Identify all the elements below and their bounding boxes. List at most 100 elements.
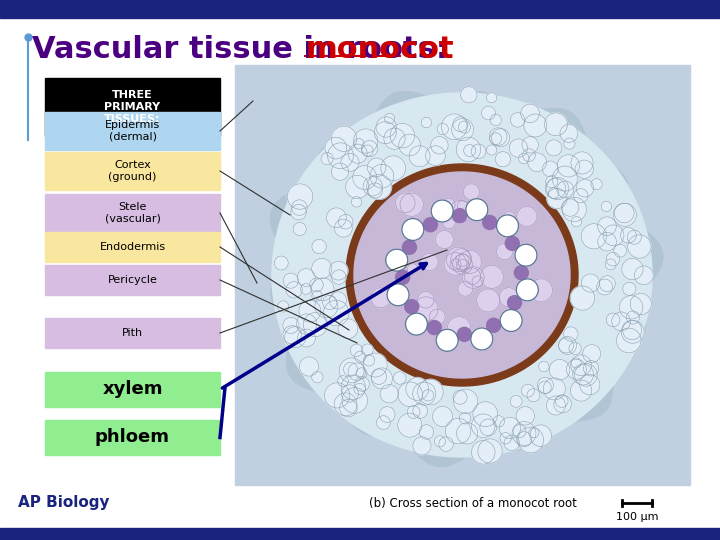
Circle shape [353, 166, 377, 190]
Circle shape [283, 273, 298, 288]
Circle shape [500, 309, 522, 332]
Circle shape [628, 235, 651, 258]
Circle shape [546, 140, 562, 156]
Circle shape [524, 114, 546, 137]
Circle shape [606, 259, 616, 270]
Circle shape [559, 338, 574, 353]
Circle shape [575, 160, 593, 178]
Circle shape [471, 328, 492, 350]
Circle shape [321, 153, 333, 165]
Circle shape [466, 199, 488, 221]
Circle shape [513, 424, 526, 437]
Circle shape [570, 286, 595, 310]
Circle shape [350, 344, 363, 356]
Circle shape [413, 403, 428, 418]
Circle shape [413, 437, 431, 455]
Circle shape [384, 128, 405, 149]
Circle shape [562, 197, 587, 221]
Circle shape [374, 122, 396, 144]
Circle shape [342, 388, 368, 413]
Circle shape [451, 118, 474, 140]
Circle shape [459, 121, 470, 133]
Circle shape [464, 268, 480, 285]
Circle shape [627, 230, 642, 244]
Circle shape [331, 163, 348, 180]
Circle shape [572, 364, 593, 385]
Circle shape [325, 383, 350, 408]
Circle shape [580, 375, 600, 395]
Polygon shape [354, 172, 570, 378]
Circle shape [571, 152, 593, 174]
Circle shape [423, 390, 433, 401]
Circle shape [517, 206, 537, 226]
Circle shape [443, 217, 455, 229]
Circle shape [338, 319, 358, 339]
Circle shape [341, 375, 366, 400]
Bar [45, 372, 220, 407]
Circle shape [329, 261, 348, 280]
Circle shape [398, 382, 423, 407]
Circle shape [544, 113, 567, 136]
Circle shape [559, 336, 577, 354]
Circle shape [626, 311, 639, 324]
Circle shape [312, 259, 332, 279]
Circle shape [522, 137, 539, 153]
Circle shape [457, 327, 472, 341]
Circle shape [408, 264, 418, 274]
Circle shape [418, 292, 434, 308]
Polygon shape [271, 91, 663, 467]
Circle shape [473, 402, 498, 427]
Circle shape [291, 204, 307, 220]
Circle shape [346, 176, 369, 199]
Circle shape [529, 279, 552, 302]
Bar [45, 78, 220, 136]
Circle shape [431, 137, 448, 154]
Circle shape [354, 351, 366, 362]
Circle shape [487, 93, 497, 103]
Bar [235, 65, 690, 485]
Text: 100 μm: 100 μm [616, 512, 658, 522]
Circle shape [286, 282, 302, 298]
Circle shape [478, 439, 502, 463]
Circle shape [613, 203, 636, 226]
Circle shape [528, 428, 539, 438]
Circle shape [616, 328, 641, 353]
Circle shape [363, 177, 382, 196]
Circle shape [444, 253, 467, 275]
Circle shape [370, 164, 394, 188]
Circle shape [546, 396, 565, 415]
Text: phloem: phloem [95, 429, 170, 447]
Circle shape [397, 413, 422, 437]
Circle shape [576, 179, 594, 197]
Text: monocot: monocot [305, 35, 454, 64]
Circle shape [379, 407, 395, 422]
Circle shape [545, 178, 566, 199]
Circle shape [303, 313, 328, 336]
Circle shape [421, 117, 431, 128]
Circle shape [400, 193, 423, 217]
Circle shape [338, 376, 348, 387]
Text: Pith: Pith [122, 328, 143, 338]
Circle shape [523, 148, 536, 161]
Circle shape [490, 128, 507, 146]
Circle shape [530, 425, 552, 447]
Circle shape [453, 254, 472, 274]
Circle shape [341, 385, 359, 402]
Text: THREE
PRIMARY
TISSUES:: THREE PRIMARY TISSUES: [104, 90, 161, 124]
Circle shape [503, 212, 516, 225]
Text: Pericycle: Pericycle [107, 275, 158, 285]
Circle shape [450, 259, 461, 270]
Circle shape [634, 266, 653, 285]
Circle shape [284, 327, 306, 348]
Circle shape [453, 390, 467, 404]
Circle shape [510, 113, 525, 127]
Circle shape [581, 274, 600, 292]
Circle shape [508, 296, 521, 310]
Circle shape [512, 422, 536, 446]
Circle shape [442, 198, 455, 211]
Circle shape [623, 321, 642, 340]
Circle shape [505, 237, 519, 251]
Circle shape [599, 276, 616, 292]
Circle shape [454, 389, 478, 414]
Circle shape [310, 278, 323, 292]
